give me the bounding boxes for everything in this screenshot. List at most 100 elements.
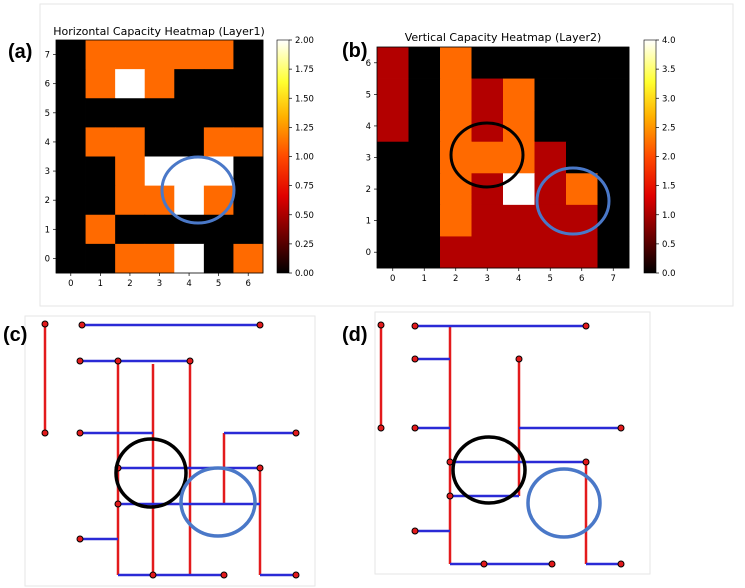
heat-cell [471, 78, 504, 111]
y-tick-label: 4 [45, 138, 50, 148]
colorbar-tick-label: 0.5 [662, 240, 676, 250]
colorbar-tick-label: 3.0 [662, 94, 676, 104]
heat-cell [203, 185, 234, 216]
colorbar-tick-label: 3.5 [662, 65, 676, 75]
x-tick-label: 4 [186, 279, 191, 289]
heat-cell [377, 110, 409, 143]
heat-cell [471, 204, 504, 237]
heat-cell [534, 236, 567, 269]
heat-cell [597, 236, 630, 269]
heat-cell [597, 141, 630, 174]
heat-cell [503, 236, 535, 269]
heat-cell [174, 98, 205, 128]
heatmap-a-ticks: 0 1 2 3 4 5 6 0 1 2 3 4 5 6 7 [45, 51, 251, 289]
heat-cell [566, 110, 598, 143]
y-tick-label: 2 [366, 185, 371, 195]
heat-cell [203, 214, 234, 245]
heat-cell [408, 173, 441, 206]
routing-d-vertical-wires [379, 325, 588, 564]
x-tick-label: 1 [98, 279, 103, 289]
heat-cell [233, 185, 264, 216]
colorbar-tick-label: 0.25 [295, 240, 314, 250]
heat-cell [115, 98, 146, 128]
routing-d-black-circle [451, 435, 527, 505]
routing-d-horizontal-wires [415, 324, 621, 566]
y-tick-label: 5 [366, 90, 371, 100]
heat-cell [56, 69, 86, 99]
heat-cell [174, 243, 205, 274]
colorbar-tick-label: 1.75 [295, 65, 314, 75]
routing-d-pins [377, 321, 625, 568]
heat-cell [377, 47, 409, 79]
y-tick-label: 3 [366, 154, 371, 164]
heat-cell [203, 243, 234, 274]
x-tick-label: 0 [68, 279, 73, 289]
heat-cell [597, 110, 630, 143]
heat-cell [56, 185, 86, 216]
heat-cell [440, 173, 472, 206]
heat-cell [597, 173, 630, 206]
colorbar-b-ticks: 0.0 0.5 1.0 1.5 2.0 2.5 3.0 3.5 4.0 [656, 36, 676, 279]
heat-cell [503, 78, 535, 111]
x-tick-label: 2 [453, 274, 458, 284]
x-tick-label: 5 [216, 279, 221, 289]
x-tick-label: 2 [127, 279, 132, 289]
heat-cell [377, 236, 409, 269]
heat-cell [144, 98, 175, 128]
heat-cell [408, 110, 441, 143]
x-tick-label: 7 [611, 274, 616, 284]
heat-cell [85, 98, 116, 128]
heat-cell [203, 98, 234, 128]
heat-cell [408, 236, 441, 269]
routing-c-pins [41, 320, 300, 579]
colorbar-tick-label: 1.5 [662, 182, 676, 192]
routing-d-blue-circle [526, 467, 602, 539]
heatmap-b-ticks: 0 1 2 3 4 5 6 7 0 1 2 3 4 5 6 [366, 59, 616, 284]
heat-cell [566, 47, 598, 79]
colorbar-a-ticks: 0.00 0.25 0.50 0.75 1.00 1.25 1.50 1.75 2.00 [289, 36, 314, 279]
heat-cell [408, 47, 441, 79]
heat-cell [56, 98, 86, 128]
heat-cell [85, 185, 116, 216]
x-tick-label: 0 [390, 274, 395, 284]
heatmap-b-black-circle [449, 121, 525, 189]
y-tick-label: 3 [45, 167, 50, 177]
colorbar-tick-label: 2.5 [662, 123, 676, 133]
heat-cell [440, 141, 472, 174]
heat-cell [115, 69, 146, 99]
x-tick-label: 1 [422, 274, 427, 284]
x-tick-label: 4 [516, 274, 521, 284]
colorbar-a [276, 39, 290, 274]
heatmap-a-frame [55, 39, 264, 274]
heat-cell [233, 69, 264, 99]
colorbar-tick-label: 0.50 [295, 211, 314, 221]
heatmap-a-highlight-circle [160, 155, 236, 225]
heatmap-b [377, 47, 630, 269]
x-tick-label: 3 [157, 279, 162, 289]
heatmap-b-title: Vertical Capacity Heatmap (Layer2) [405, 31, 602, 44]
x-tick-label: 3 [485, 274, 490, 284]
heat-cell [597, 47, 630, 79]
heat-cell [144, 40, 175, 70]
heat-cell [408, 204, 441, 237]
heat-cell [174, 69, 205, 99]
heat-cell [471, 47, 504, 79]
heat-cell [471, 141, 504, 174]
heat-cell [233, 127, 264, 157]
panel-d-frame [374, 311, 651, 575]
heat-cell [597, 78, 630, 111]
routing-d [377, 321, 625, 568]
heat-cell [174, 40, 205, 70]
heat-cell [203, 69, 234, 99]
heat-cell [85, 156, 116, 187]
routing-c-black-circle [114, 437, 188, 509]
y-tick-label: 2 [45, 196, 50, 206]
colorbar-tick-label: 4.0 [662, 36, 676, 46]
heatmap-b-blue-circle [535, 166, 611, 236]
heat-cell [85, 214, 116, 245]
heatmap-a [56, 40, 264, 274]
colorbar-tick-label: 1.25 [295, 123, 314, 133]
heat-cell [233, 98, 264, 128]
heat-cell [144, 69, 175, 99]
